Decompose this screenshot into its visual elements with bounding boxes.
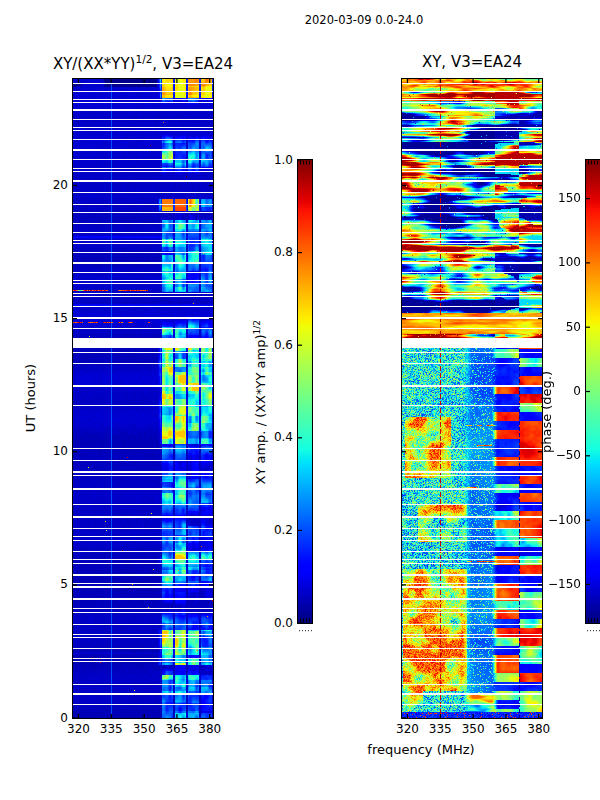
phase-colorbar-tick-label: −100 <box>543 514 581 527</box>
amplitude-colorbar <box>297 159 313 624</box>
amplitude-colorbar-canvas <box>298 160 312 623</box>
x-tick-label: 335 <box>423 723 457 736</box>
colorbar-minor-dots <box>586 629 600 633</box>
y-tick-label: 20 <box>38 179 68 192</box>
right-heatmap-panel <box>401 78 543 719</box>
y-tick-label: 5 <box>38 578 68 591</box>
x-tick-label: 320 <box>390 723 424 736</box>
right-panel-title: XY, V3=EA24 <box>372 53 572 71</box>
x-tick-label: 380 <box>522 723 556 736</box>
x-tick-label: 380 <box>193 723 227 736</box>
phase-colorbar-tick-label: 100 <box>543 256 581 269</box>
phase-colorbar-tick-label: 150 <box>543 192 581 205</box>
amplitude-colorbar-tick-label: 1.0 <box>263 154 293 167</box>
figure-title: 2020-03-09 0.0-24.0 <box>264 13 464 27</box>
figure: 2020-03-09 0.0-24.0 XY/(XX*YY)1/2, V3=EA… <box>0 0 600 800</box>
y-axis-label: UT (hours) <box>24 298 38 498</box>
x-tick-label: 365 <box>160 723 194 736</box>
phase-colorbar-tick-label: 0 <box>543 385 581 398</box>
left-panel-title: XY/(XX*YY)1/2, V3=EA24 <box>43 53 243 73</box>
amplitude-colorbar-tick-label: 0.8 <box>263 246 293 259</box>
x-axis-label: frequency (MHz) <box>321 742 521 757</box>
right-heatmap-canvas <box>402 79 542 718</box>
amplitude-colorbar-tick-label: 0.6 <box>263 339 293 352</box>
x-tick-label: 350 <box>456 723 490 736</box>
amplitude-colorbar-label: XY amp. / (XX*YY amp)1/2 <box>250 282 268 522</box>
phase-colorbar-tick-label: −50 <box>543 449 581 462</box>
y-tick-label: 15 <box>38 312 68 325</box>
x-tick-label: 365 <box>489 723 523 736</box>
left-heatmap-canvas <box>73 79 213 718</box>
phase-colorbar-label: phase (deg.) <box>540 312 554 512</box>
x-tick-label: 350 <box>127 723 161 736</box>
colorbar-minor-dots <box>298 629 312 633</box>
phase-colorbar-tick-label: −150 <box>543 578 581 591</box>
amplitude-colorbar-tick-label: 0.2 <box>263 524 293 537</box>
phase-colorbar-canvas <box>586 160 600 623</box>
amplitude-colorbar-tick-label: 0.4 <box>263 431 293 444</box>
x-tick-label: 335 <box>94 723 128 736</box>
x-tick-label: 320 <box>61 723 95 736</box>
left-heatmap-panel <box>72 78 214 719</box>
phase-colorbar <box>585 159 600 624</box>
y-tick-label: 10 <box>38 445 68 458</box>
amplitude-colorbar-tick-label: 0.0 <box>263 617 293 630</box>
phase-colorbar-tick-label: 50 <box>543 321 581 334</box>
